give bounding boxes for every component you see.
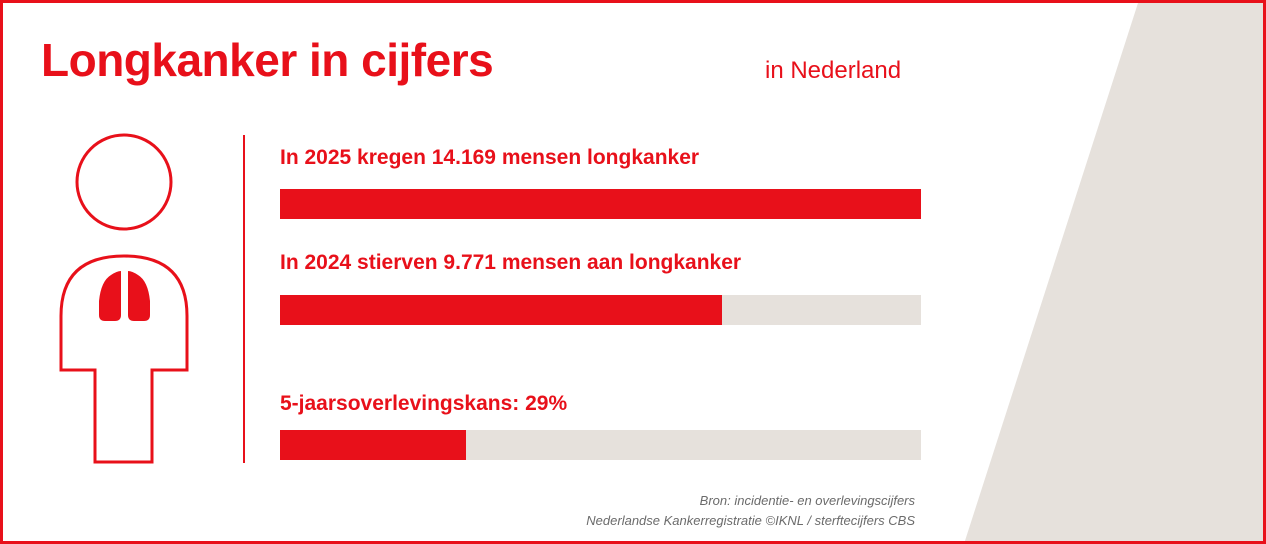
source-line-2: Nederlandse Kankerregistratie ©IKNL / st… [586, 513, 915, 528]
stat-bar-incidence [280, 189, 921, 219]
vertical-divider [243, 135, 245, 463]
page-subtitle: in Nederland [765, 57, 902, 84]
stat-label-mortality: In 2024 stierven 9.771 mensen aan longka… [280, 251, 742, 274]
person-with-lungs-icon [59, 133, 189, 464]
stat-bar-fill-incidence [280, 189, 921, 219]
stat-label-incidence: In 2025 kregen 14.169 mensen longkanker [280, 146, 700, 169]
stat-label-survival: 5-jaarsoverlevingskans: 29% [280, 392, 568, 415]
page-title: Longkanker in cijfers [41, 34, 494, 86]
stat-bar-fill-mortality [280, 295, 723, 325]
stat-bar-mortality [280, 295, 921, 325]
source-line-1: Bron: incidentie- en overlevingscijfers [699, 493, 915, 508]
stat-bar-fill-survival [280, 430, 466, 460]
stat-bar-survival [280, 430, 921, 460]
background-diagonal-shape [964, 3, 1263, 541]
